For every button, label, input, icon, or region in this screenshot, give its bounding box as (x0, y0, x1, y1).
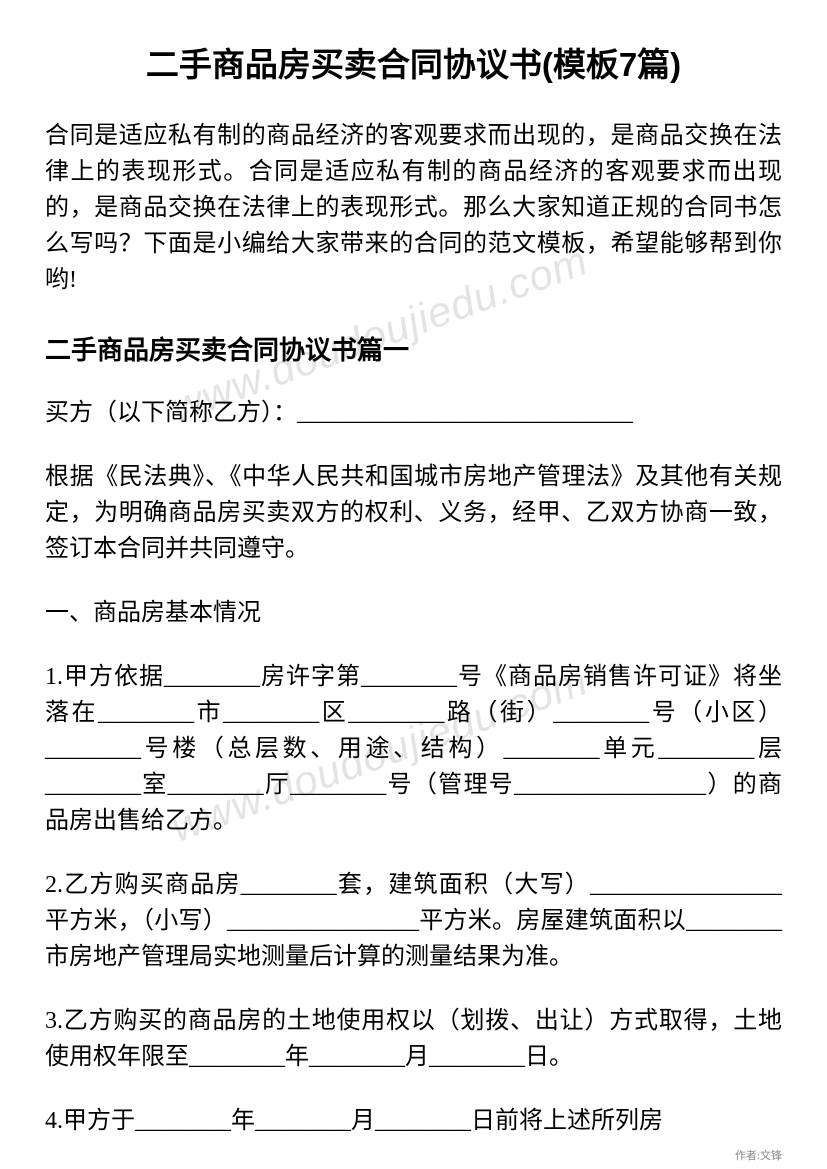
paragraph-item-1: 1.甲方依据________房许字第________号《商品房销售许可证》将坐落… (45, 659, 782, 839)
paragraph-section-1: 一、商品房基本情况 (45, 595, 782, 631)
intro-paragraph: 合同是适应私有制的商品经济的客观要求而出现的，是商品交换在法律上的表现形式。合同… (45, 118, 782, 298)
paragraph-item-3: 3.乙方购买的商品房的土地使用权以（划拨、出让）方式取得，土地使用权年限至___… (45, 1003, 782, 1075)
paragraph-item-2: 2.乙方购买商品房________套，建筑面积（大写）_____________… (45, 867, 782, 975)
section-title: 二手商品房买卖合同协议书篇一 (45, 330, 782, 367)
paragraph-basis: 根据《民法典》、《中华人民共和国城市房地产管理法》及其他有关规定，为明确商品房买… (45, 459, 782, 567)
paragraph-buyer: 买方（以下简称乙方）：____________________________ (45, 395, 782, 431)
document-title: 二手商品房买卖合同协议书(模板7篇) (45, 38, 782, 86)
paragraph-item-4: 4.甲方于________年________月________日前将上述所列房 (45, 1103, 782, 1139)
author-label: 作者:文锋 (735, 1147, 782, 1163)
